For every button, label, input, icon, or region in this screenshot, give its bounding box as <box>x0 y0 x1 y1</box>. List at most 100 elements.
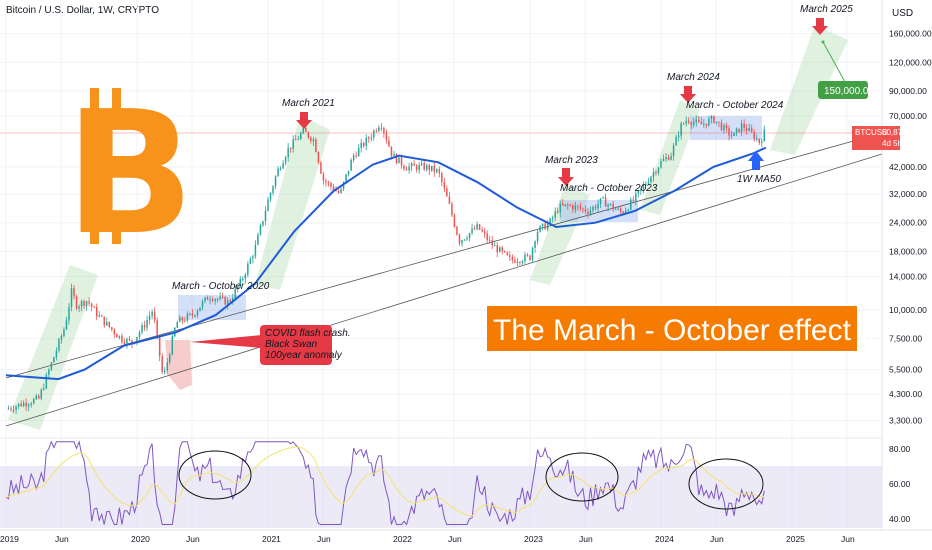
candle <box>710 116 713 119</box>
candle <box>725 125 728 129</box>
y-tick-label: 4,300.00 <box>889 389 922 399</box>
candle <box>279 168 282 170</box>
candle <box>526 254 529 256</box>
candle <box>237 286 239 289</box>
candle <box>529 255 531 261</box>
candle <box>113 329 116 335</box>
candle <box>423 163 425 170</box>
candle <box>549 218 551 224</box>
candle <box>476 224 478 230</box>
candle <box>441 173 443 183</box>
candle <box>171 336 174 355</box>
candle <box>698 119 700 122</box>
candle <box>761 141 763 143</box>
currency-label[interactable]: USD <box>892 8 914 19</box>
candle <box>85 301 88 306</box>
rsi-tick-label: 80.00 <box>889 444 911 454</box>
candle <box>330 182 332 187</box>
candle <box>53 357 55 363</box>
candle <box>645 183 647 185</box>
candle <box>655 172 657 174</box>
candle <box>579 206 582 209</box>
bitcoin-logo-icon: B <box>65 75 195 273</box>
candle <box>670 155 672 160</box>
candle <box>690 122 692 125</box>
candle <box>486 233 488 241</box>
candle <box>713 116 715 123</box>
candle <box>88 301 90 304</box>
candle <box>123 342 126 344</box>
annotation-march-2023: March 2023 <box>545 155 598 166</box>
candle <box>715 121 718 123</box>
candle <box>302 127 305 134</box>
annotation-mo-2024: March - October 2024 <box>686 100 784 111</box>
y-tick-label: 160,000.00 <box>889 29 932 39</box>
covid-line-2: Black Swan <box>265 339 318 350</box>
candle <box>534 241 536 249</box>
candle <box>284 157 287 164</box>
candle <box>108 321 111 328</box>
candle <box>551 217 554 219</box>
candle <box>660 161 662 168</box>
candle <box>12 409 15 411</box>
candle <box>48 369 50 375</box>
candle <box>355 155 357 157</box>
rsi-tick-label: 60.00 <box>889 479 911 489</box>
candle <box>345 174 347 182</box>
candle <box>189 313 191 315</box>
rally-highlights <box>8 25 848 430</box>
candle <box>708 118 710 126</box>
candle <box>380 127 383 129</box>
candle <box>436 169 438 172</box>
y-tick-label: 7,500.00 <box>889 334 922 344</box>
candle <box>451 203 453 216</box>
candle <box>151 311 153 316</box>
candle <box>242 278 244 280</box>
candle <box>758 138 761 143</box>
candle <box>730 135 733 137</box>
candle <box>184 320 186 322</box>
price-tag <box>852 126 900 150</box>
candle <box>282 163 284 169</box>
candle <box>80 301 83 307</box>
candle <box>317 152 320 163</box>
candle <box>536 231 539 242</box>
ma50-line <box>5 146 767 381</box>
candle <box>297 138 299 140</box>
candle <box>179 317 181 323</box>
candle <box>393 154 395 156</box>
candle <box>735 128 738 133</box>
candle <box>335 190 337 192</box>
candle <box>272 186 274 193</box>
candle <box>315 139 317 153</box>
candle <box>592 206 594 211</box>
candle <box>539 226 541 232</box>
candle <box>357 147 360 157</box>
candle <box>17 403 20 407</box>
candle <box>753 131 755 140</box>
candle <box>312 139 315 142</box>
candle <box>602 197 604 199</box>
candle <box>420 163 423 165</box>
arrow-down-icon <box>558 168 574 186</box>
candle <box>360 142 362 148</box>
covid-crash-highlight <box>165 340 192 390</box>
y-tick-label: 90,000.00 <box>889 86 927 96</box>
rsi-axis-ticks: 80.00 60.00 40.00 <box>889 444 911 524</box>
candle <box>521 261 524 263</box>
candle <box>143 325 146 328</box>
candle <box>385 133 388 141</box>
candle <box>514 259 516 263</box>
candle <box>362 142 365 146</box>
candle <box>226 300 229 305</box>
candle <box>299 133 302 139</box>
rsi-ma-line <box>5 446 765 517</box>
candle <box>617 208 619 210</box>
candle <box>458 234 461 244</box>
arrow-down-icon <box>812 18 828 35</box>
rsi-band <box>0 466 882 528</box>
candle <box>516 261 519 263</box>
candle <box>211 299 214 302</box>
candle <box>121 335 123 343</box>
